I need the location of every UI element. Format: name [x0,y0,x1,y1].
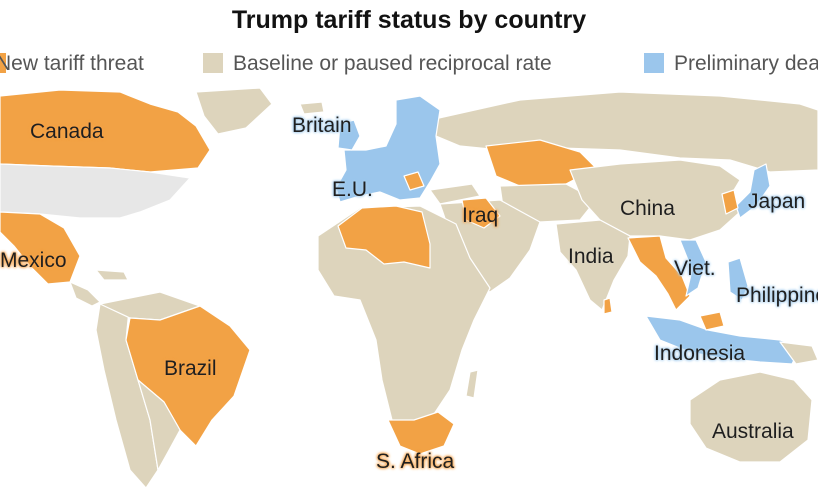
legend-label-deal: Preliminary deal [674,52,818,75]
region-balkans [403,171,425,191]
region-argentina [137,379,181,471]
region-australia [689,371,813,463]
label-mexico: Mexico [0,249,67,272]
world-map [0,87,818,489]
region-new-guinea [779,341,818,365]
label-china: China [620,197,675,220]
region-japan [735,163,771,219]
label-japan: Japan [748,190,806,213]
region-malaysia [699,311,725,331]
label-britain: Britain [292,114,352,137]
label-india: India [568,245,614,268]
label-south-africa: S. Africa [376,450,455,473]
label-iraq: Iraq [462,204,499,227]
region-philippines [727,257,749,301]
legend-swatch-deal [644,53,664,73]
legend-swatch-baseline [203,53,223,73]
region-madagascar [465,369,479,399]
region-britain [337,119,361,151]
label-eu: E.U. [332,178,373,201]
region-africa [317,205,491,441]
region-caribbean [95,269,129,281]
legend: New tariff threat Baseline or paused rec… [0,50,818,80]
region-india [555,219,631,311]
region-greenland [195,87,273,135]
region-russia-north-asia [429,91,818,173]
label-philippines: Philippines [736,284,818,307]
region-korea [721,189,739,215]
label-canada: Canada [30,120,104,143]
region-united-states [0,163,191,219]
region-southeast-asia-threat [627,235,691,311]
region-sri-lanka [603,297,613,315]
region-mexico [0,211,81,285]
region-north-africa-threat [337,205,431,269]
region-south-africa [387,411,455,455]
legend-swatch-threat [0,53,6,73]
label-brazil: Brazil [164,357,217,380]
map-title: Trump tariff status by country [231,6,587,34]
label-indonesia: Indonesia [654,342,746,365]
legend-label-baseline: Baseline or paused reciprocal rate [233,52,552,75]
region-central-america [69,281,101,307]
region-vietnam [679,239,707,297]
region-turkey [429,183,481,205]
label-australia: Australia [712,420,794,443]
region-iraq [461,197,501,229]
legend-label-threat: New tariff threat [0,52,144,75]
label-vietnam: Viet. [674,257,716,280]
region-iceland [299,101,325,115]
